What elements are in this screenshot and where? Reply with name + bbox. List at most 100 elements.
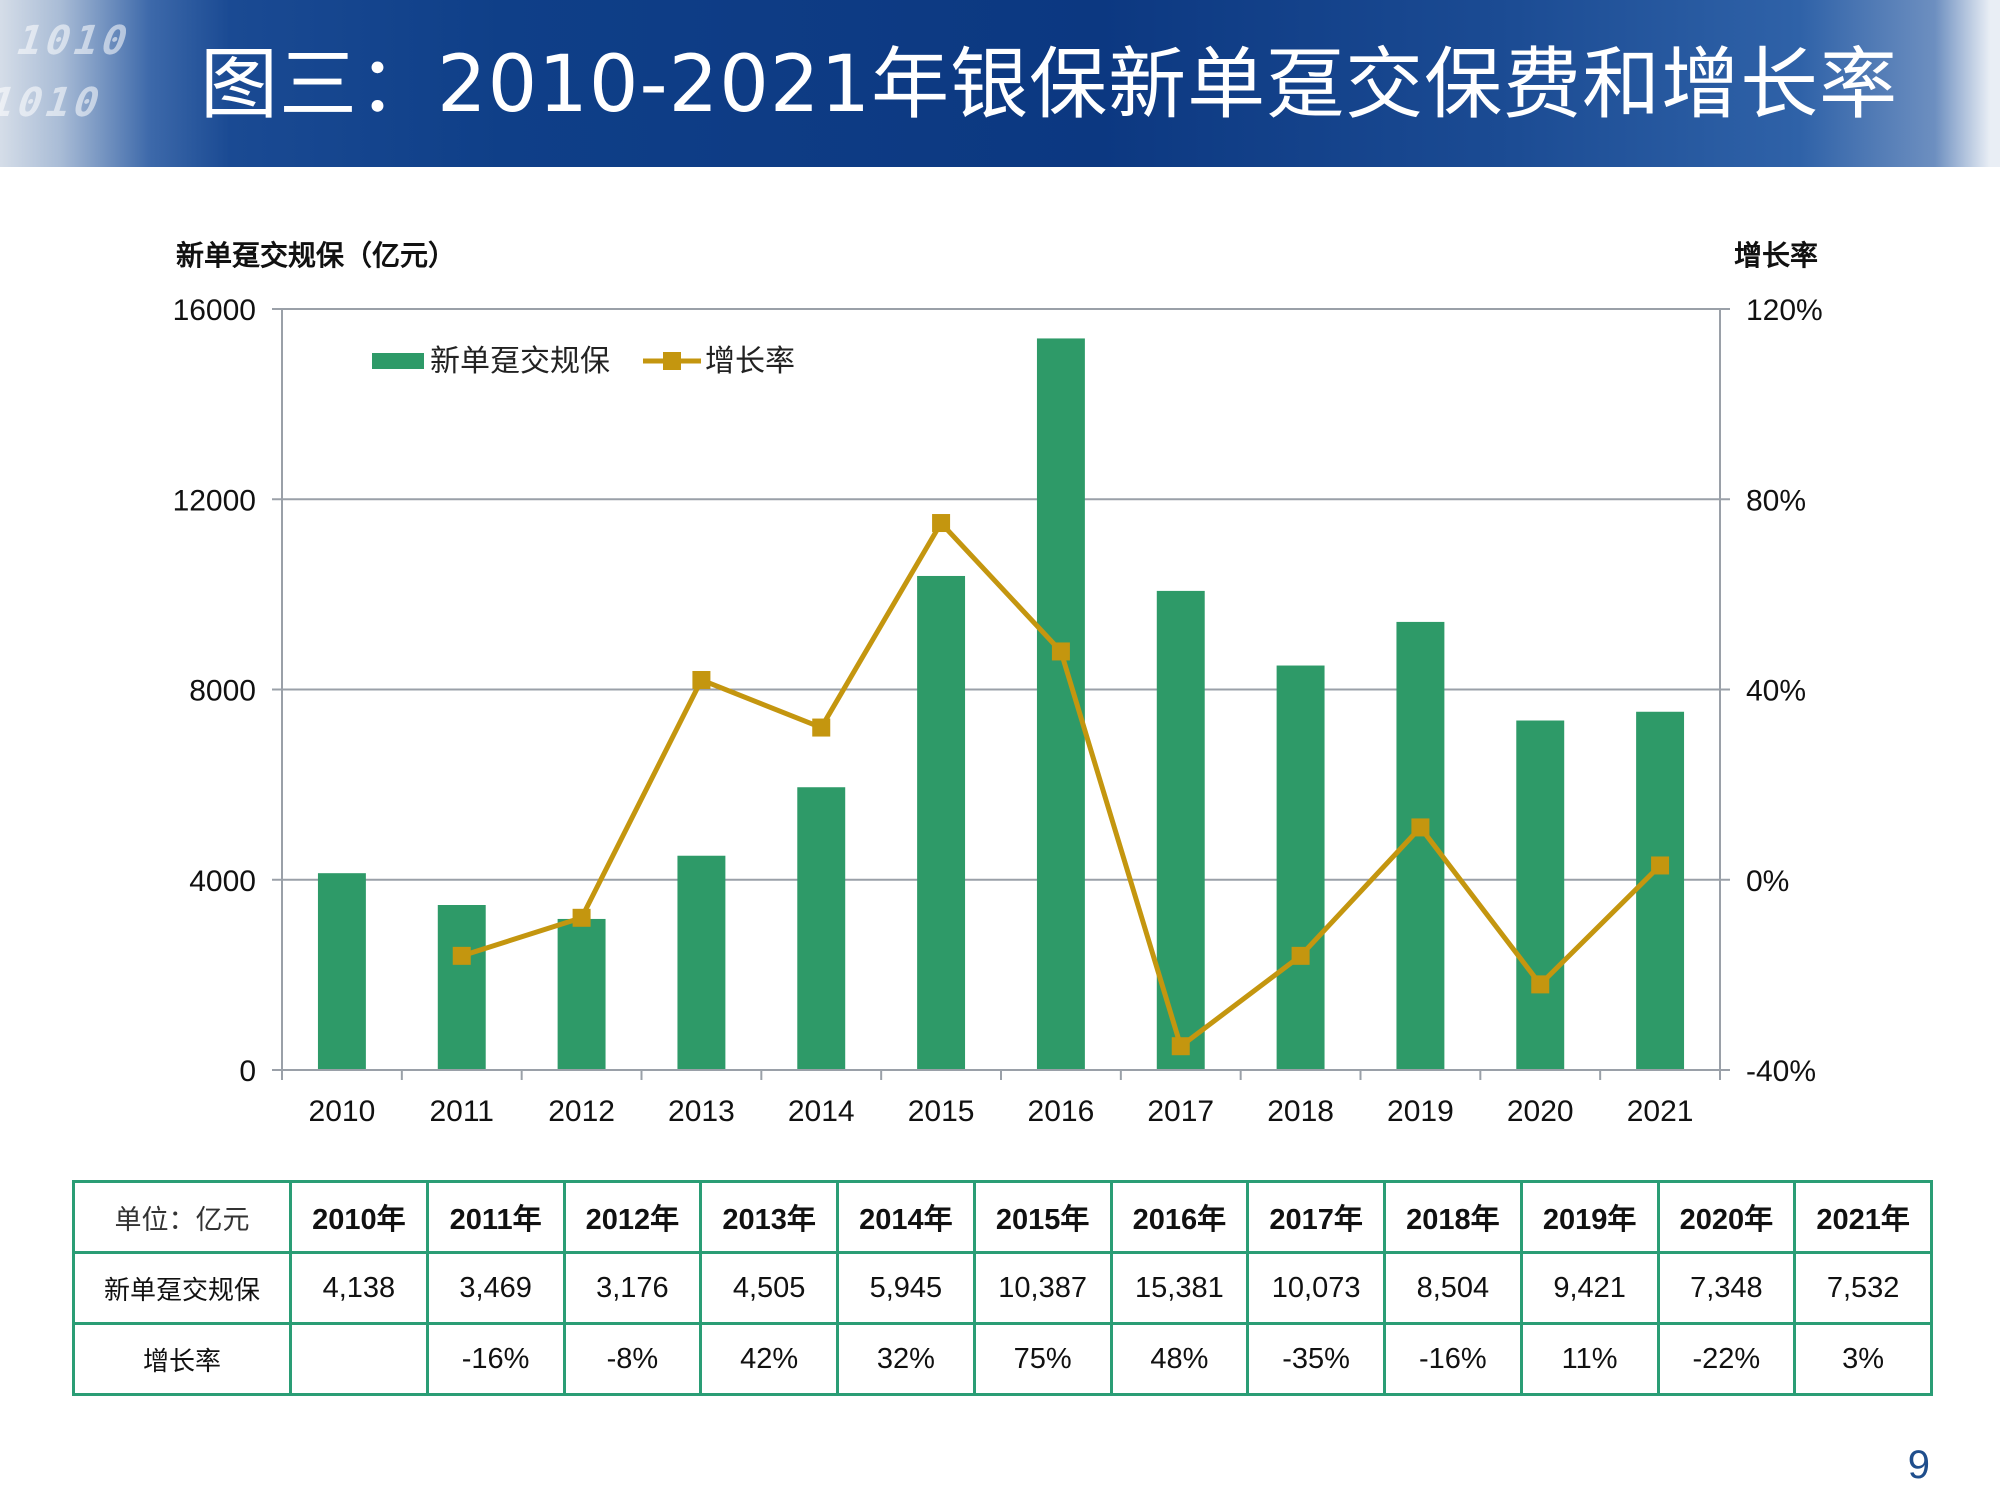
slide-title: 图三：2010-2021年银保新单趸交保费和增长率	[200, 40, 1899, 130]
growth-marker	[1411, 818, 1430, 837]
table-premium-cell: 4,505	[699, 1251, 839, 1325]
table-growth-cell: -22%	[1656, 1322, 1797, 1396]
x-tick-label: 2017	[1147, 1095, 1214, 1128]
table-premium-cell: 10,387	[972, 1251, 1113, 1325]
legend: 新单趸交规保 增长率	[372, 345, 795, 378]
table-row-label: 增长率	[72, 1322, 292, 1396]
x-tick-label: 2015	[908, 1095, 975, 1128]
table-growth-cell: -16%	[1383, 1322, 1523, 1396]
table-growth-row: 增长率 -16% -8% 42% 32% 75% 48% -35% -16% 1…	[72, 1322, 1933, 1396]
table-year-cell: 2021年	[1793, 1180, 1933, 1254]
y-left-tick-label: 4000	[189, 865, 256, 898]
bar-series	[317, 338, 1685, 1071]
table-year-cell: 2020年	[1656, 1180, 1797, 1254]
x-tick-label: 2016	[1028, 1095, 1095, 1128]
bar	[1516, 720, 1565, 1070]
y-right-axis-title: 增长率	[1734, 239, 1818, 271]
table-growth-cell: 3%	[1793, 1322, 1933, 1396]
growth-marker	[932, 514, 951, 533]
legend-bar-swatch	[372, 353, 424, 369]
table-growth-cell: 75%	[972, 1322, 1113, 1396]
table-premium-cell: 3,469	[425, 1251, 566, 1325]
bar	[317, 873, 366, 1070]
y-left-tick-label: 0	[239, 1055, 256, 1088]
table-year-cell: 2019年	[1519, 1180, 1660, 1254]
table-year-cell: 2010年	[289, 1180, 429, 1254]
growth-marker	[812, 718, 831, 737]
table-unit-cell: 单位：亿元	[72, 1180, 292, 1254]
table-growth-cell: -35%	[1246, 1322, 1386, 1396]
table-growth-cell: -8%	[562, 1322, 703, 1396]
table-premium-cell: 5,945	[836, 1251, 976, 1325]
x-tick-label: 2014	[788, 1095, 855, 1128]
growth-marker	[452, 946, 471, 965]
table-growth-cell: -16%	[425, 1322, 566, 1396]
legend-bar-label: 新单趸交规保	[430, 345, 610, 378]
table-premium-cell: 7,532	[1793, 1251, 1933, 1325]
bar	[677, 855, 726, 1070]
y-right-tick-label: 120%	[1746, 294, 1823, 327]
y-right-tick-label: 80%	[1746, 484, 1806, 517]
bar	[1636, 711, 1685, 1070]
table-premium-cell: 4,138	[289, 1251, 429, 1325]
x-tick-label: 2021	[1627, 1095, 1694, 1128]
table-growth-cell	[289, 1322, 429, 1396]
chart: 0 4000 8000 12000 16000 -40% 0% 40% 80% 120% 2010 2…	[173, 239, 1823, 1128]
table-year-cell: 2012年	[562, 1180, 703, 1254]
table-year-cell: 2018年	[1383, 1180, 1523, 1254]
x-tick-label: 2020	[1507, 1095, 1574, 1128]
growth-marker	[572, 908, 591, 927]
table-year-cell: 2015年	[972, 1180, 1113, 1254]
axes	[272, 308, 1730, 1080]
table-growth-cell: 42%	[699, 1322, 839, 1396]
table-growth-cell: 32%	[836, 1322, 976, 1396]
axis-labels: 0 4000 8000 12000 16000 -40% 0% 40% 80% 120% 2010 2…	[173, 239, 1823, 1128]
table-header-row: 单位：亿元 2010年 2011年 2012年 2013年 2014年 2015…	[72, 1180, 1933, 1254]
legend-line-marker	[663, 352, 681, 370]
growth-marker	[1171, 1037, 1190, 1056]
table-premium-cell: 9,421	[1519, 1251, 1660, 1325]
x-tick-label: 2018	[1267, 1095, 1334, 1128]
growth-marker	[1051, 642, 1070, 661]
table-year-cell: 2011年	[425, 1180, 566, 1254]
binary-decoration: 1010 1010	[0, 18, 138, 126]
x-tick-label: 2011	[429, 1095, 494, 1128]
y-left-tick-label: 16000	[173, 294, 256, 327]
bar	[917, 575, 966, 1070]
table-premium-row: 新单趸交规保 4,138 3,469 3,176 4,505 5,945 10,…	[72, 1251, 1933, 1325]
title-banner: 1010 1010 图三：2010-2021年银保新单趸交保费和增长率	[0, 0, 2000, 167]
line-series	[452, 514, 1670, 1056]
y-right-tick-label: 40%	[1746, 675, 1806, 708]
legend-line-label: 增长率	[705, 345, 795, 378]
table-premium-cell: 7,348	[1656, 1251, 1797, 1325]
y-left-tick-label: 12000	[173, 484, 256, 517]
table-year-cell: 2013年	[699, 1180, 839, 1254]
table-growth-cell: 48%	[1109, 1322, 1250, 1396]
table-year-cell: 2016年	[1109, 1180, 1250, 1254]
y-left-axis-title: 新单趸交规保（亿元）	[176, 239, 456, 271]
table-premium-cell: 3,176	[562, 1251, 703, 1325]
growth-marker	[1531, 975, 1550, 994]
y-right-tick-label: -40%	[1746, 1055, 1816, 1088]
x-tick-label: 2013	[668, 1095, 735, 1128]
table-row-label: 新单趸交规保	[72, 1251, 292, 1325]
growth-marker	[1651, 856, 1670, 875]
bar	[797, 787, 846, 1070]
bar	[557, 918, 606, 1070]
data-table: 单位：亿元 2010年 2011年 2012年 2013年 2014年 2015…	[72, 1180, 1933, 1396]
growth-marker	[692, 670, 711, 689]
table-premium-cell: 15,381	[1109, 1251, 1250, 1325]
bar	[1276, 665, 1325, 1070]
y-right-tick-label: 0%	[1746, 865, 1789, 898]
y-left-tick-label: 8000	[189, 675, 256, 708]
x-tick-label: 2010	[309, 1095, 376, 1128]
table-premium-cell: 8,504	[1383, 1251, 1523, 1325]
table-year-cell: 2014年	[836, 1180, 976, 1254]
growth-marker	[1291, 946, 1310, 965]
x-tick-label: 2019	[1387, 1095, 1454, 1128]
table-growth-cell: 11%	[1519, 1322, 1660, 1396]
grid-lines	[282, 308, 1720, 881]
table-year-cell: 2017年	[1246, 1180, 1386, 1254]
x-tick-label: 2012	[548, 1095, 615, 1128]
bar	[437, 905, 486, 1070]
